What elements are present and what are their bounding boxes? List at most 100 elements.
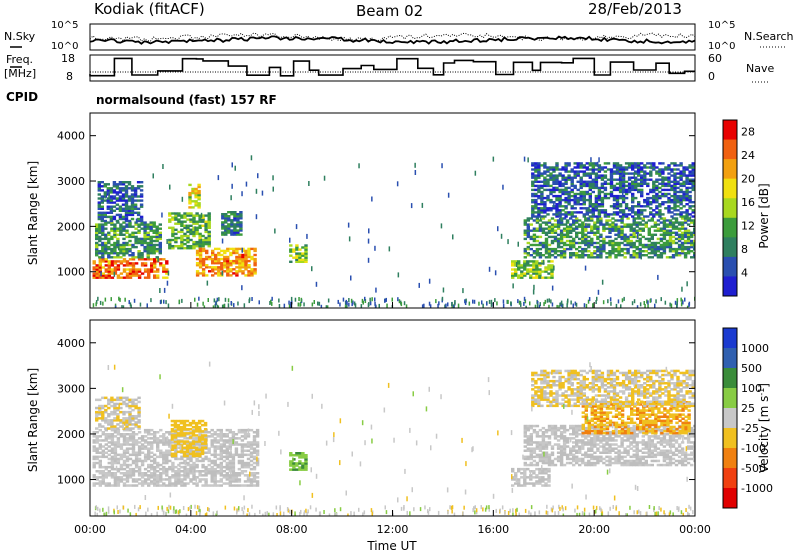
echo-cell [229, 259, 233, 263]
echo-cell [125, 476, 130, 479]
echo-cell [662, 217, 667, 220]
echo-cell [241, 266, 245, 269]
echo-cell [150, 474, 154, 477]
echo-cell [569, 453, 573, 457]
echo-cell [611, 247, 615, 251]
echo-cell [679, 184, 683, 188]
ground-scatter-cell [688, 303, 690, 307]
echo-cell [676, 168, 680, 171]
echo-cell [634, 172, 638, 175]
echo-cell [143, 472, 148, 475]
echo-cell [670, 211, 674, 214]
echo-cell [147, 474, 151, 477]
echo-cell [192, 234, 196, 238]
echo-cell [538, 223, 543, 226]
echo-cell [137, 425, 141, 428]
echo-cell [221, 233, 225, 236]
echo-cell [640, 162, 644, 165]
echo-cell [612, 198, 617, 202]
echo-cell [550, 247, 555, 251]
echo-cell [652, 166, 656, 169]
echo-cell [237, 453, 242, 457]
echo-cell [581, 457, 585, 461]
echo-cell [252, 478, 257, 481]
echo-cell [546, 168, 550, 171]
echo-cell [153, 274, 157, 277]
echo-cell [236, 215, 240, 218]
echo-cell [624, 180, 629, 183]
echo-cell [228, 437, 232, 440]
echo-cell [597, 213, 602, 216]
echo-cell [691, 164, 695, 167]
echo-cell [609, 178, 614, 181]
echo-cell [559, 461, 564, 465]
echo-cell [587, 461, 591, 465]
echo-cell [131, 258, 136, 261]
echo-cell [253, 259, 257, 263]
echo-cell [122, 400, 126, 404]
echo-cell [101, 272, 105, 275]
echo-cell [168, 212, 172, 215]
echo-cell [232, 262, 236, 265]
echo-cell [629, 229, 633, 232]
echo-cell [538, 435, 543, 438]
echo-cell [679, 194, 683, 198]
echo-cell [113, 410, 117, 414]
echo-cell [110, 243, 114, 247]
echo-cell [534, 164, 538, 167]
echo-cell [137, 447, 142, 450]
echo-cell [544, 472, 548, 475]
echo-cell [640, 180, 644, 183]
echo-cell [511, 268, 515, 271]
echo-cell [570, 182, 574, 185]
echo-cell [152, 243, 156, 247]
echo-cell [690, 245, 694, 249]
echo-cell [289, 260, 293, 263]
echo-cell [188, 198, 192, 201]
echo-cell [570, 190, 574, 194]
echo-cell [655, 186, 659, 190]
echo-cell [116, 268, 121, 271]
echo-cell [116, 227, 120, 230]
echo-cell [232, 272, 236, 275]
echo-cell [304, 258, 308, 261]
echo-cell [653, 229, 658, 232]
ground-scatter-cell [230, 301, 232, 305]
echo-cell [97, 217, 101, 221]
echo-cell [688, 201, 692, 204]
echo-cell [101, 229, 105, 232]
echo-cell [159, 258, 163, 261]
echo-cell [127, 195, 132, 198]
echo-cell [159, 472, 163, 475]
echo-cell [544, 447, 549, 450]
echo-cell [171, 247, 175, 250]
echo-cell [165, 431, 169, 434]
echo-cell [547, 478, 551, 481]
echo-cell [634, 211, 638, 214]
echo-cell [640, 178, 644, 181]
echo-cell [584, 235, 588, 239]
ground-scatter-cell [288, 300, 290, 305]
echo-cell [676, 180, 680, 183]
echo-cell [547, 426, 552, 430]
echo-cell [150, 428, 154, 432]
echo-cell [608, 252, 612, 255]
echo-cell [239, 217, 243, 220]
echo-cell [550, 451, 555, 454]
echo-cell [553, 229, 558, 232]
echo-cell [226, 257, 230, 261]
scatter-cell [231, 162, 233, 168]
echo-cell [665, 229, 670, 232]
echo-cell [643, 174, 647, 177]
echo-cell [579, 176, 583, 179]
echo-cell [131, 252, 135, 255]
echo-cell [204, 472, 208, 475]
echo-cell [540, 198, 544, 202]
echo-cell [673, 180, 677, 183]
echo-cell [572, 447, 576, 450]
echo-cell [295, 452, 299, 455]
echo-cell [153, 484, 157, 487]
echo-cell [559, 431, 564, 434]
echo-cell [110, 455, 115, 459]
echo-cell [125, 457, 130, 461]
